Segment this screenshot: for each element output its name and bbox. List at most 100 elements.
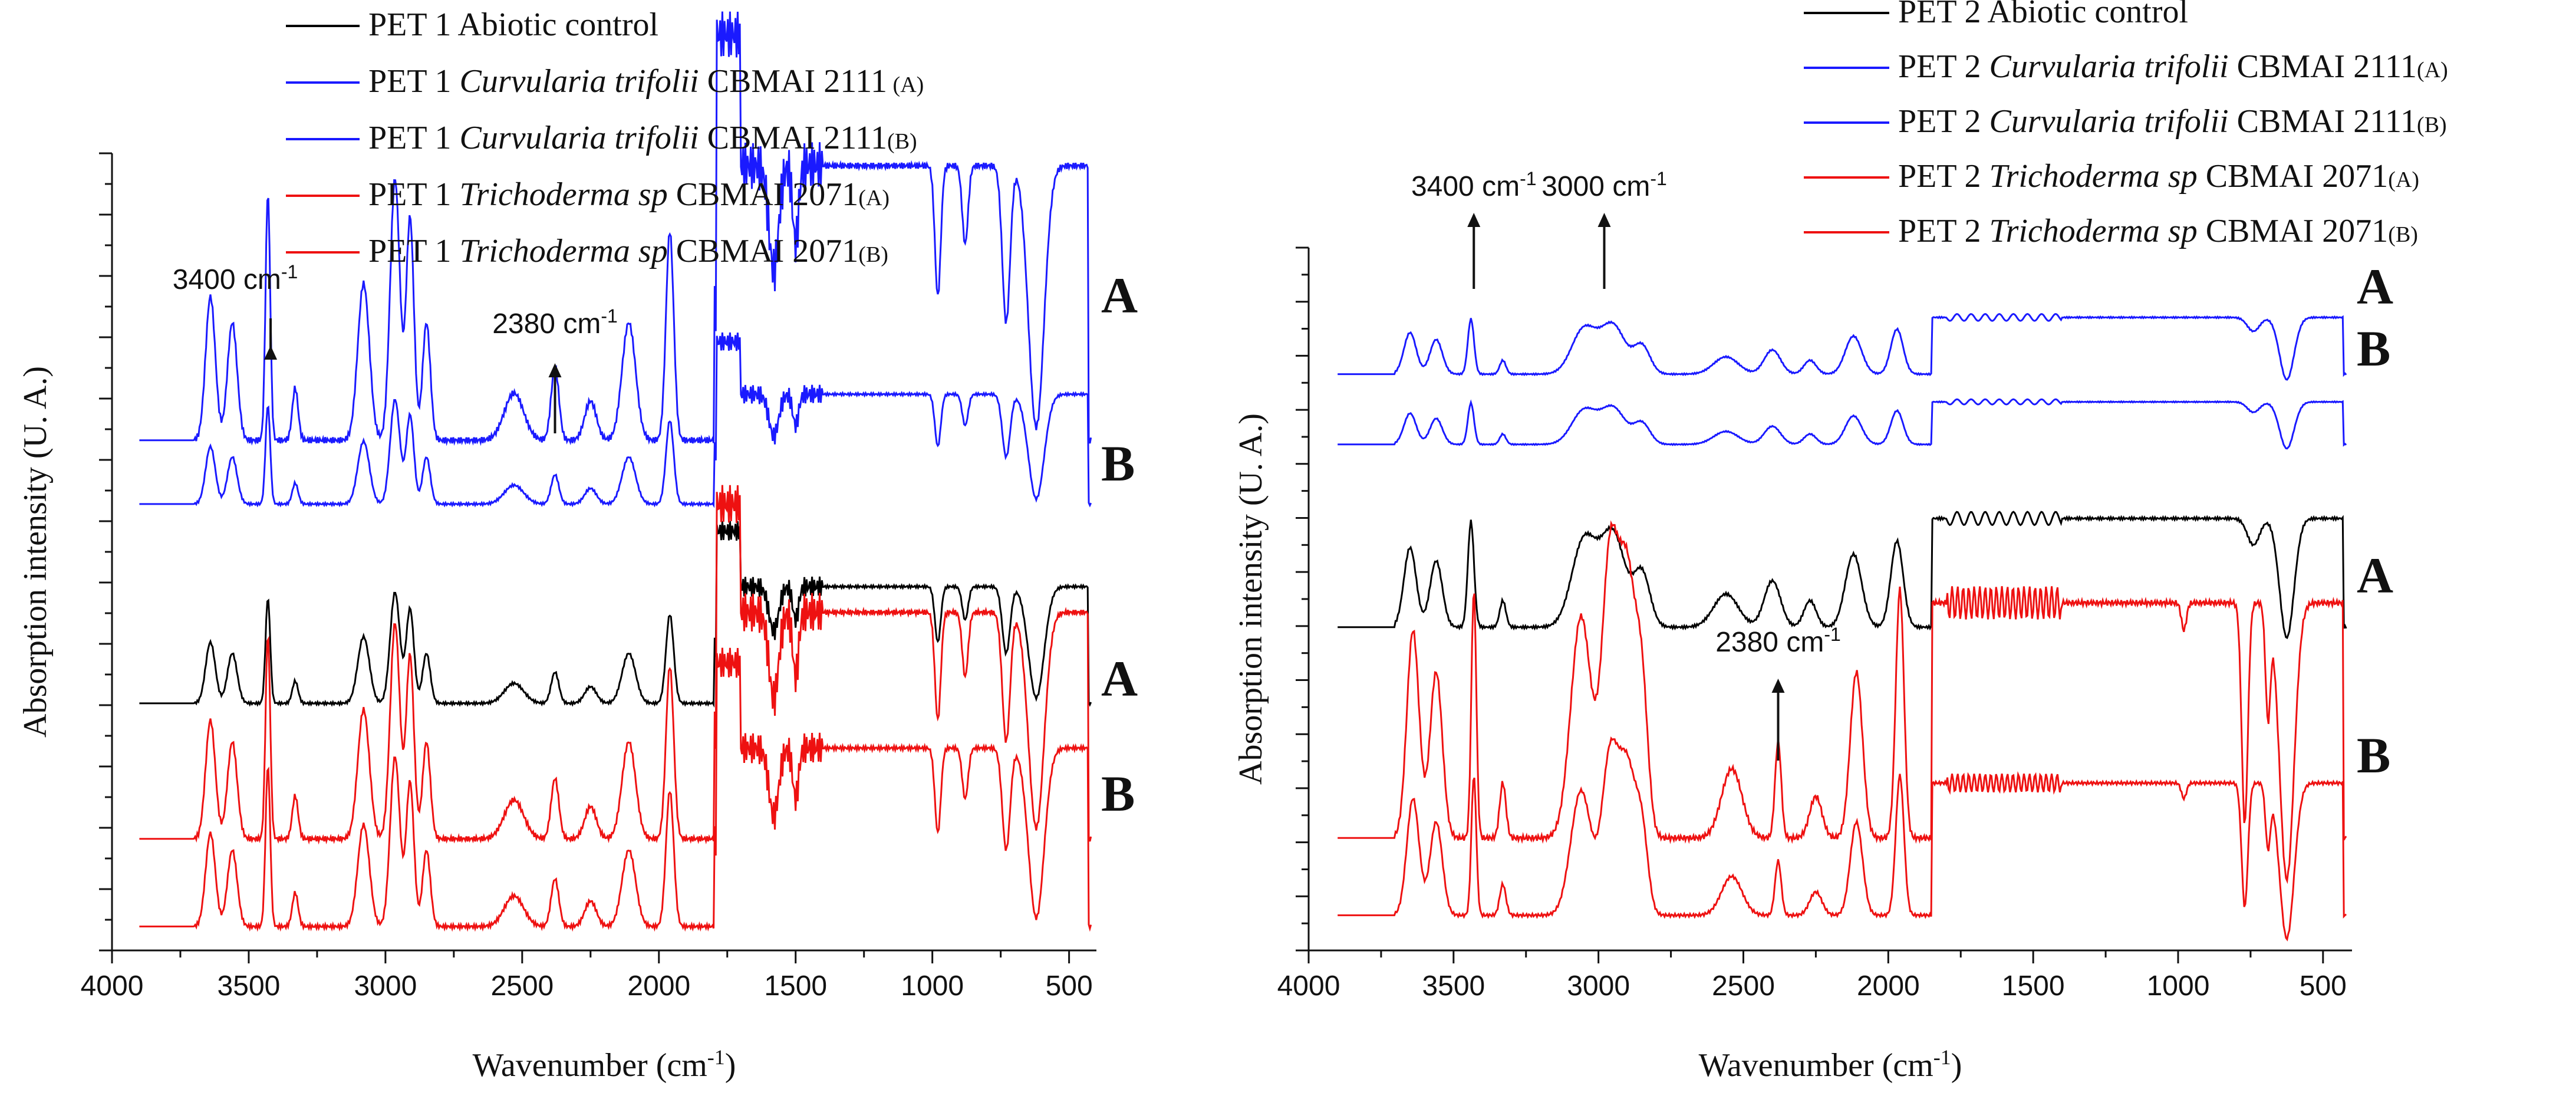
- series-line-1: [139, 332, 1092, 508]
- x-tick-label: 2500: [490, 970, 554, 1002]
- x-tick-label: 500: [2300, 970, 2347, 1002]
- legend-tag: (B): [887, 129, 917, 154]
- x-tick-label: 2500: [1712, 970, 1775, 1002]
- annotation-arrowhead: [1771, 679, 1785, 693]
- legend-prefix: PET 2 Abiotic control: [1898, 0, 2188, 30]
- x-tick-label: 4000: [81, 970, 144, 1002]
- legend-tag: (A): [887, 73, 924, 97]
- x-axis-label-sup: -1: [707, 1045, 725, 1069]
- annotation-label: 3400 cm-1: [173, 261, 298, 295]
- legend-entry: PET 1 Abiotic control: [368, 6, 658, 43]
- legend-prefix: PET 2: [1898, 158, 1989, 195]
- legend-prefix: PET 1: [368, 176, 460, 213]
- legend-entry: PET 2 Abiotic control: [1898, 0, 2188, 30]
- x-axis-label: Wavenumber (cm-1): [473, 1045, 736, 1084]
- legend-strain: CBMAI 2111: [2229, 103, 2417, 140]
- legend-entry: PET 2 Curvularia trifolii CBMAI 2111(A): [1898, 48, 2448, 85]
- series-line-0: [139, 11, 1092, 446]
- legend-tag: (A): [2417, 58, 2448, 83]
- series-line-2: [1338, 511, 2347, 639]
- legend-species: Trichoderma sp: [460, 233, 668, 269]
- x-axis-label-end: ): [1951, 1047, 1962, 1084]
- legend-species: Curvularia trifolii: [1989, 103, 2229, 140]
- legend-species: Trichoderma sp: [460, 176, 668, 213]
- left-panel: 4000 3500 3000 2500 2000 1500 1000 500 Wavenumbe…: [17, 6, 1138, 1084]
- x-tick-label: 1000: [901, 970, 964, 1002]
- legend-entry: PET 1 Curvularia trifolii CBMAI 2111 (A): [368, 63, 924, 100]
- x-tick-label: 1500: [764, 970, 827, 1002]
- series-letter: A: [2357, 258, 2393, 315]
- legend-prefix: PET 1: [368, 233, 460, 269]
- legend-entry: PET 2 Trichoderma sp CBMAI 2071(A): [1898, 158, 2419, 195]
- series-letter: A: [1101, 650, 1138, 707]
- legend-prefix: PET 1: [368, 63, 460, 100]
- legend-tag: (B): [858, 242, 888, 267]
- x-tick-label: 1500: [2002, 970, 2065, 1002]
- y-axis-label: Absorption intensity (U. A.): [1233, 413, 1269, 785]
- legend-prefix: PET 2: [1898, 103, 1989, 140]
- series-line-2: [139, 521, 1092, 708]
- legend-tag: (A): [858, 186, 890, 210]
- series-line-3: [1338, 520, 2347, 884]
- series-letter: A: [1101, 267, 1138, 324]
- x-tick-label: 2000: [1857, 970, 1920, 1002]
- legend-entry: PET 2 Curvularia trifolii CBMAI 2111(B): [1898, 103, 2447, 140]
- x-tick-label: 3000: [1567, 970, 1630, 1002]
- annotation-label: 2380 cm-1: [1715, 624, 1841, 658]
- legend-species: Curvularia trifolii: [460, 120, 699, 156]
- series-line-3: [139, 485, 1092, 845]
- legend-strain: CBMAI 2111: [2229, 48, 2417, 85]
- legend-prefix: PET 1 Abiotic control: [368, 6, 658, 43]
- x-tick-label: 3000: [354, 970, 417, 1002]
- annotation-label: 3000 cm-1: [1541, 168, 1667, 202]
- legend-entry: PET 1 Trichoderma sp CBMAI 2071(B): [368, 233, 888, 269]
- annotation-sup: -1: [1520, 168, 1536, 189]
- annotation-arrowhead: [264, 346, 278, 360]
- series-line-1: [1338, 398, 2347, 450]
- x-axis-label: Wavenumber (cm-1): [1699, 1045, 1962, 1084]
- series-letter: B: [2357, 727, 2390, 784]
- series-line-4: [139, 647, 1092, 932]
- legend-prefix: PET 1: [368, 120, 460, 156]
- series-line-0: [1338, 312, 2347, 381]
- legend-entry: PET 1 Trichoderma sp CBMAI 2071(A): [368, 176, 890, 213]
- x-axis-label-end: ): [725, 1047, 736, 1084]
- series-letter: B: [2357, 320, 2390, 377]
- legend-strain: CBMAI 2071: [2198, 213, 2389, 249]
- annotation-arrowhead: [1467, 213, 1481, 227]
- series-letter: B: [1101, 435, 1135, 492]
- legend-species: Trichoderma sp: [1989, 158, 2198, 195]
- annotation-label: 3400 cm-1: [1411, 168, 1537, 202]
- annotation-arrowhead: [548, 363, 562, 377]
- legend-strain: CBMAI 2071: [2198, 158, 2389, 195]
- series-letter: A: [2357, 547, 2393, 604]
- legend-species: Curvularia trifolii: [1989, 48, 2229, 85]
- right-panel: 4000 3500 3000 2500 2000 1500 1000 500 Wavenumbe…: [1233, 0, 2448, 1084]
- x-tick-label: 1000: [2147, 970, 2210, 1002]
- x-tick-label: 500: [1046, 970, 1093, 1002]
- series-letter: B: [1101, 765, 1135, 822]
- legend-tag: (B): [2388, 222, 2418, 247]
- legend-prefix: PET 2: [1898, 48, 1989, 85]
- annotation-sup: -1: [1824, 624, 1840, 645]
- legend-tag: (A): [2388, 167, 2419, 192]
- annotation-label: 2380 cm-1: [492, 305, 618, 340]
- annotation-sup: -1: [601, 305, 617, 327]
- legend-prefix: PET 2: [1898, 213, 1989, 249]
- legend-entry: PET 1 Curvularia trifolii CBMAI 2111(B): [368, 120, 917, 156]
- legend-strain: CBMAI 2071: [668, 233, 859, 269]
- annotation-sup: -1: [1650, 168, 1666, 189]
- x-tick-label: 4000: [1277, 970, 1340, 1002]
- annotation-arrowhead: [1597, 213, 1611, 227]
- legend-species: Trichoderma sp: [1989, 213, 2198, 249]
- legend-entry: PET 2 Trichoderma sp CBMAI 2071(B): [1898, 213, 2418, 249]
- legend-strain: CBMAI 2071: [668, 176, 859, 213]
- x-tick-label: 2000: [627, 970, 690, 1002]
- x-tick-label: 3500: [218, 970, 281, 1002]
- legend-tag: (B): [2417, 113, 2447, 137]
- y-axis-label: Absorption intensity (U. A.): [17, 366, 54, 738]
- x-axis-label-sup: -1: [1933, 1045, 1951, 1069]
- legend-species: Curvularia trifolii: [460, 63, 699, 100]
- legend-strain: CBMAI 2111: [699, 120, 887, 156]
